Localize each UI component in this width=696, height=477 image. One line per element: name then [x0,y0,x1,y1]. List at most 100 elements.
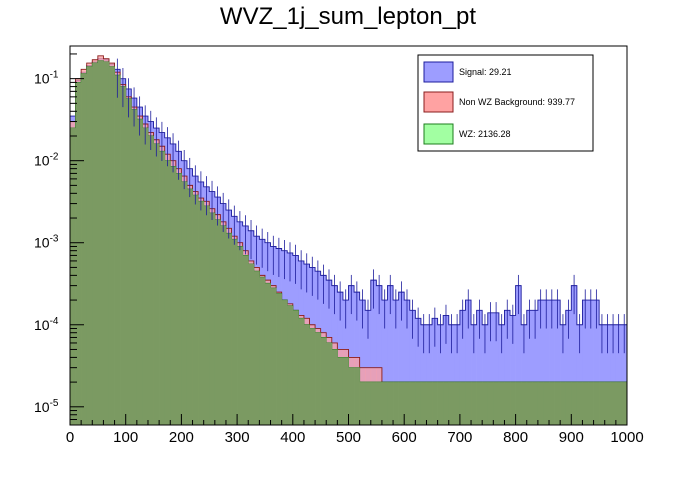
overlap-bar-2 [81,73,88,426]
overlap-bar-18 [170,166,177,426]
x-tick-label: 500 [336,429,361,446]
bar-signal-79 [510,315,516,425]
x-tick-label: 300 [225,429,250,446]
overlap-bar-85 [543,382,550,425]
overlap-bar-55 [376,382,383,425]
bar-signal-57 [387,285,394,425]
bar-signal-80 [515,285,522,425]
overlap-bar-47 [331,349,338,425]
bar-signal-67 [443,315,450,425]
overlap-bar-23 [198,201,204,425]
overlap-bar-22 [192,195,199,425]
y-tick-label: 10-5 [34,398,59,415]
overlap-bar-12 [136,119,143,426]
overlap-bar-48 [337,357,344,425]
bar-signal-73 [476,310,483,425]
legend-label-signal: Signal: 29.21 [459,67,512,77]
bar-signal-89 [565,310,572,425]
overlap-bar-17 [164,160,171,425]
bar-signal-50 [348,285,355,425]
overlap-bar-43 [309,328,316,425]
bar-signal-84 [537,300,544,425]
overlap-bar-28 [225,233,232,425]
bar-signal-61 [409,310,416,425]
overlap-bar-3 [86,66,93,425]
overlap-bar-35 [264,283,271,425]
overlap-bar-36 [270,288,277,425]
overlap-bar-5 [97,60,104,426]
overlap-bar-92 [582,382,589,425]
overlap-bar-86 [549,382,555,425]
bar-signal-96 [604,324,611,425]
overlap-bar-71 [465,382,472,425]
bar-signal-78 [504,310,511,425]
y-tick-label: 10-3 [34,234,59,251]
bar-signal-62 [415,318,422,425]
overlap-bar-44 [315,332,321,425]
bar-signal-71 [465,300,472,425]
bar-signal-58 [393,300,399,425]
bar-signal-95 [599,324,606,425]
legend-swatch-non-wz-background [423,91,454,113]
overlap-bar-94 [593,382,600,425]
bar-signal-92 [582,300,589,425]
overlap-bar-4 [92,63,99,425]
overlap-bar-88 [560,382,567,425]
overlap-bar-27 [220,225,227,425]
overlap-bar-39 [287,305,294,425]
overlap-bar-76 [493,382,500,425]
overlap-bar-13 [142,128,149,426]
overlap-bar-31 [242,255,249,425]
overlap-bar-77 [498,382,505,425]
bar-signal-75 [487,312,494,425]
overlap-bar-95 [599,382,606,425]
overlap-bar-59 [398,382,405,425]
overlap-bar-20 [181,181,188,425]
x-tick-label: 400 [280,429,305,446]
overlap-bar-11 [131,109,138,426]
overlap-bar-26 [214,219,221,425]
overlap-bar-30 [237,246,243,425]
bar-signal-76 [493,312,500,425]
overlap-bar-87 [554,382,561,425]
overlap-bar-52 [359,382,366,425]
bar-signal-93 [588,300,594,425]
bar-signal-99 [621,324,628,425]
bar-signal-69 [454,324,461,425]
overlap-bar-61 [409,382,416,425]
overlap-bar-74 [482,382,489,425]
overlap-bar-50 [348,367,355,425]
chart-title: WVZ_1j_sum_lepton_pt [220,3,476,30]
overlap-bar-32 [248,264,255,425]
bar-signal-63 [420,324,427,425]
bar-signal-72 [471,324,477,425]
overlap-bar-70 [459,382,466,425]
bar-signal-94 [593,300,600,425]
bar-signal-74 [482,324,489,425]
overlap-bar-15 [153,143,160,425]
legend: Signal: 29.21 Non WZ Background: 939.77 … [417,54,594,152]
bar-signal-90 [571,285,578,425]
overlap-bar-99 [621,382,628,425]
bar-signal-88 [560,324,567,425]
overlap-bar-25 [209,213,216,425]
bar-signal-82 [526,310,533,425]
overlap-bar-40 [292,310,299,425]
error-bars [116,58,625,354]
overlap-bar-42 [303,324,310,425]
bar-signal-52 [359,300,366,425]
overlap-bar-37 [276,293,282,425]
overlap-bar-8 [114,75,121,425]
legend-entry-non-wz-background: Non WZ Background: 939.77 [423,91,575,113]
bar-signal-59 [398,292,405,425]
bar-signal-68 [448,324,455,425]
overlap-bar-38 [281,300,288,425]
overlap-bar-29 [231,239,238,425]
legend-label-wz: WZ: 2136.28 [459,129,511,139]
bar-signal-56 [381,300,388,425]
overlap-bar-68 [448,382,455,425]
bar-signal-87 [554,300,561,425]
overlap-bar-72 [471,382,477,425]
bar-signal-65 [432,318,438,425]
